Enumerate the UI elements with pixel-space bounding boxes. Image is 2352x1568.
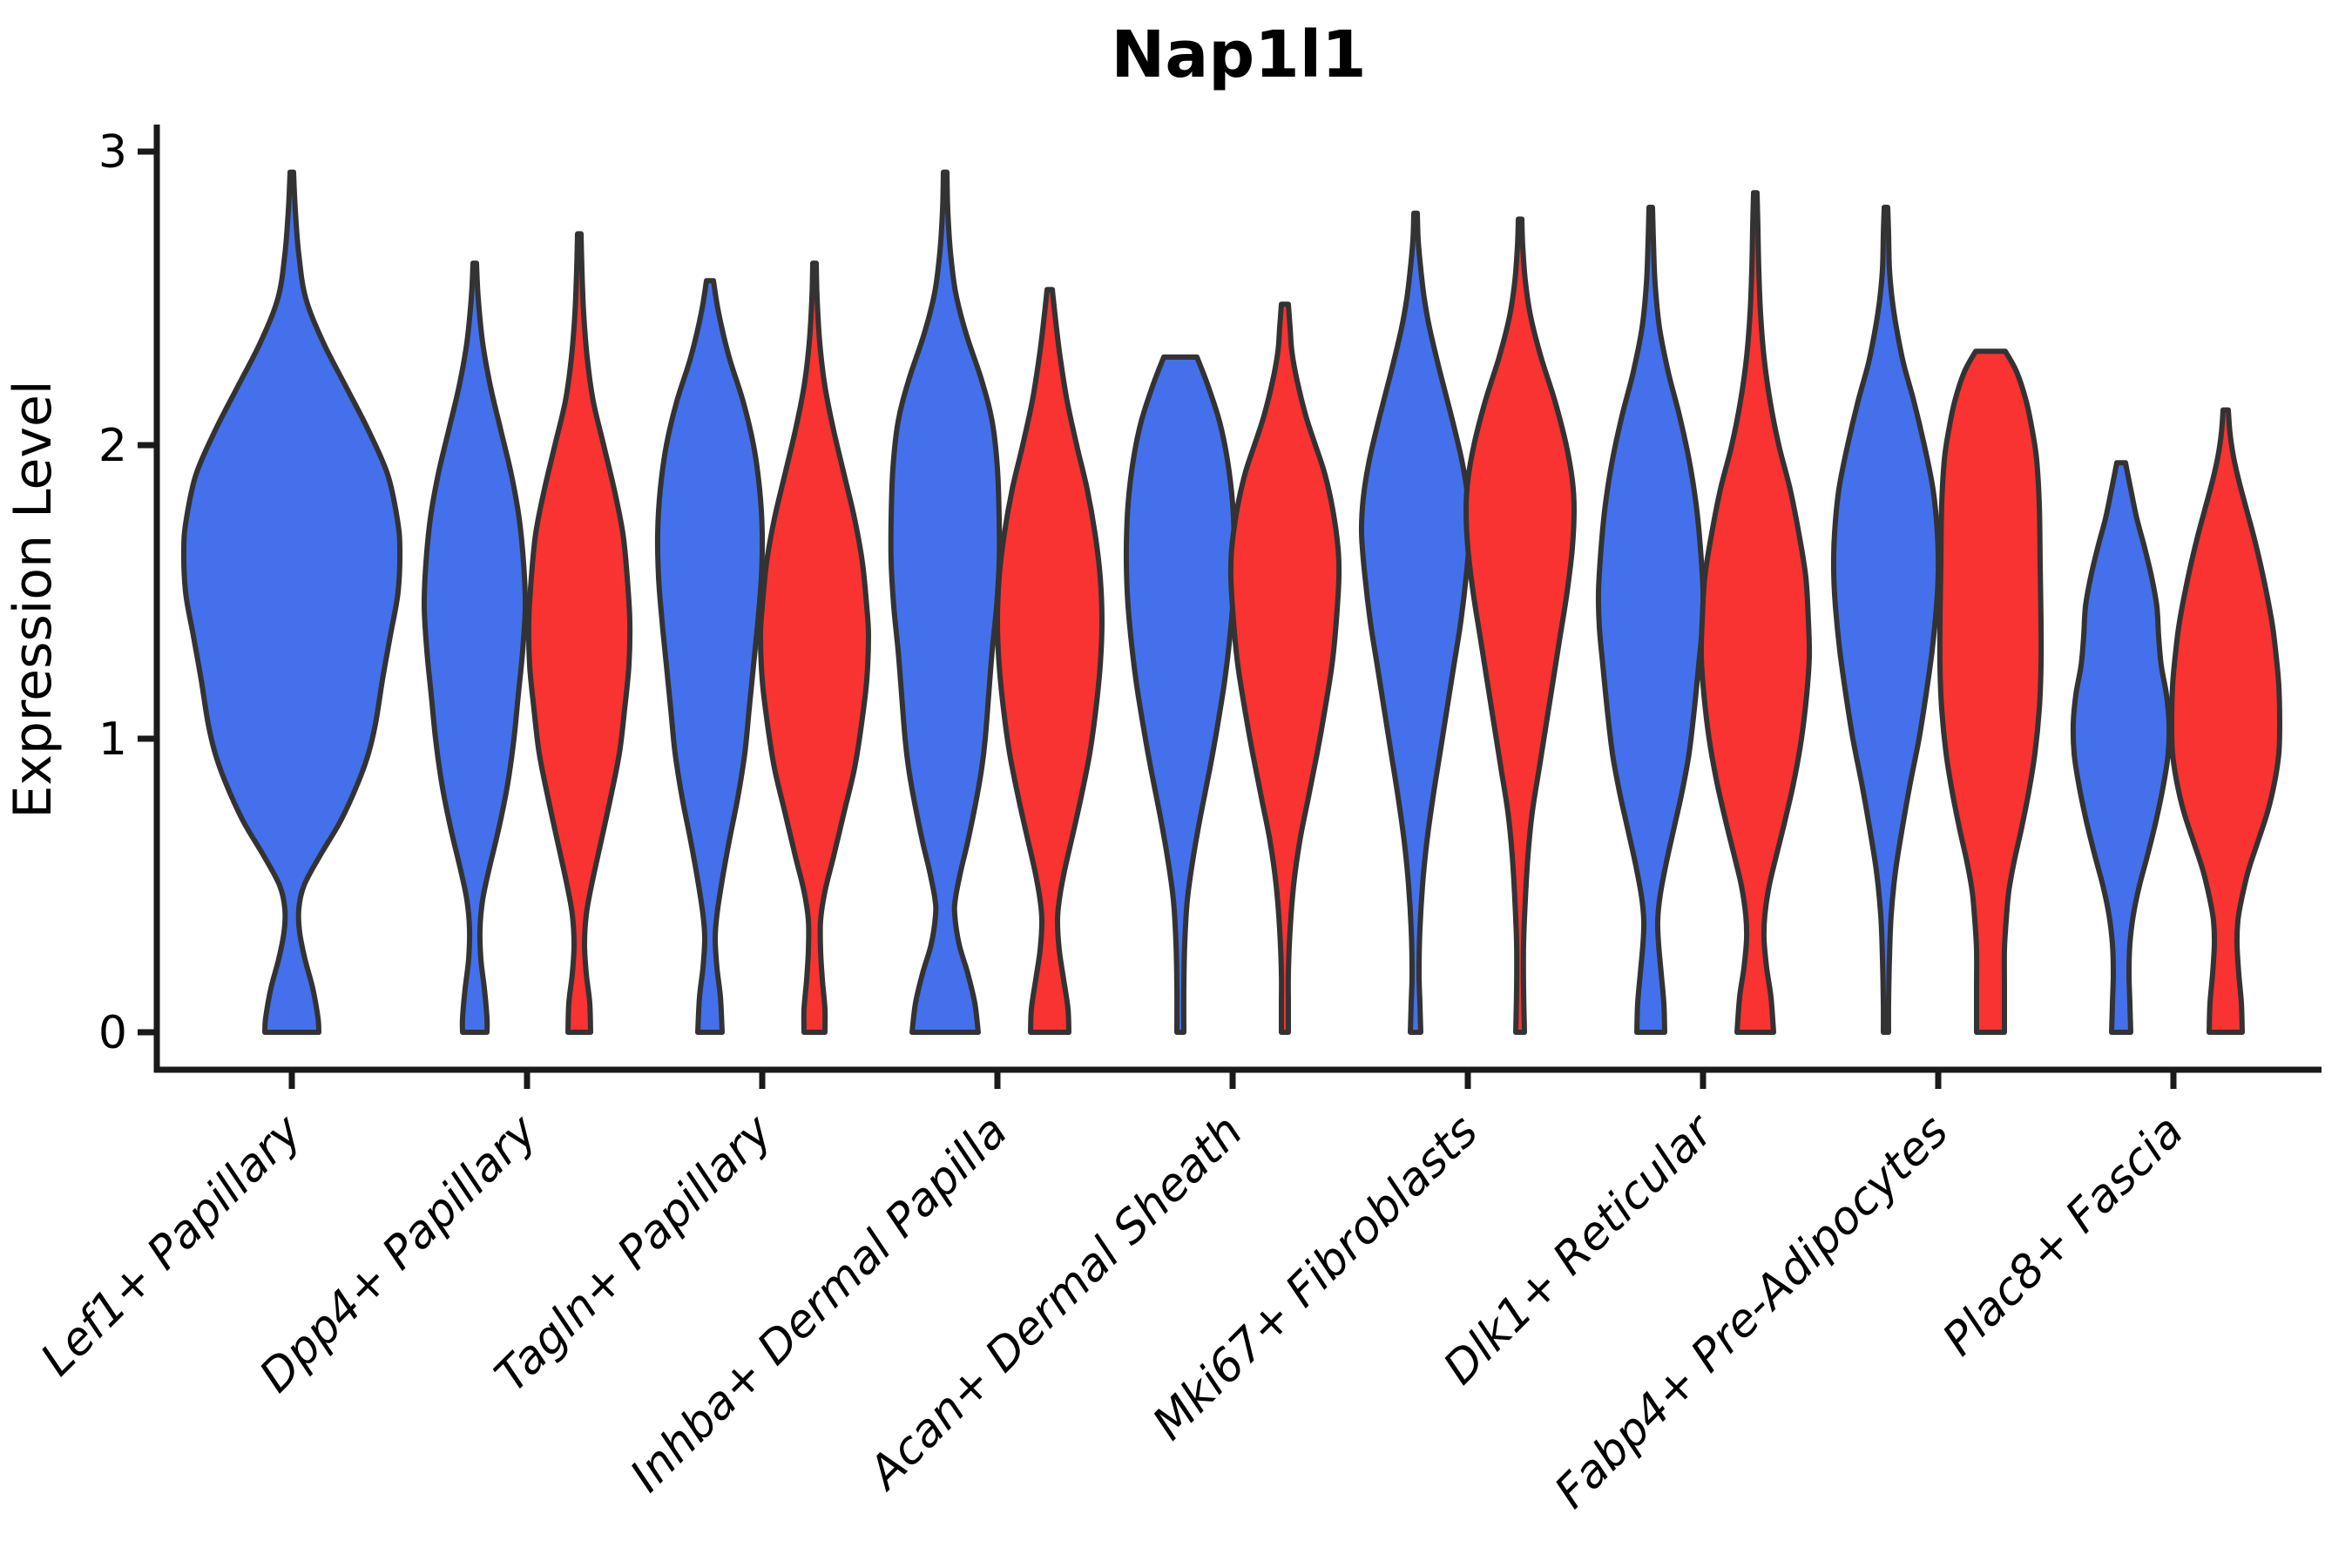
chart-title: Nap1l1 — [1111, 17, 1366, 92]
violin-red-dlk1-reticular — [1698, 190, 1813, 1035]
violin-red-dpp4-papillary — [525, 231, 633, 1035]
violin-blue-inhba-dermal-papilla — [888, 169, 1003, 1035]
y-tick-label-2: 2 — [98, 420, 127, 472]
x-tick-label-fabp4-pre-adipocytes: Fabp4+ Pre-Adipocytes — [1545, 1105, 1959, 1519]
violin-red-plac8-fascia — [2169, 407, 2282, 1035]
violin-blue-lef1-papillary — [180, 169, 403, 1035]
violin-blue-tagln-papillary — [654, 278, 766, 1035]
violin-blue-dlk1-reticular — [1595, 205, 1707, 1035]
x-tick-label-inhba-dermal-papilla: Inhba+ Dermal Papilla — [620, 1105, 1017, 1503]
y-axis-label: Expression Level — [3, 380, 64, 818]
violin-red-acan-dermal-sheath — [1227, 301, 1342, 1035]
violin-red-mki67-fibroblasts — [1463, 216, 1577, 1035]
x-tick-label-plac8-fascia: Plac8+ Fascia — [1933, 1105, 2193, 1366]
violin-blue-dpp4-papillary — [421, 260, 529, 1035]
y-tick-label-1: 1 — [98, 713, 127, 766]
violin-blue-acan-dermal-sheath — [1123, 354, 1238, 1035]
violins-layer — [180, 169, 2282, 1035]
x-tick-label-acan-dermal-sheath: Acan+ Dermal Sheath — [857, 1105, 1253, 1501]
y-tick-label-0: 0 — [98, 1007, 127, 1059]
violin-red-tagln-papillary — [758, 260, 871, 1035]
violin-red-fabp4-pre-adipocytes — [1936, 348, 2044, 1035]
violin-blue-mki67-fibroblasts — [1358, 210, 1473, 1035]
violin-blue-fabp4-pre-adipocytes — [1830, 205, 1942, 1035]
violin-red-inhba-dermal-papilla — [995, 287, 1105, 1035]
violin-blue-plac8-fascia — [2070, 460, 2173, 1035]
y-tick-label-3: 3 — [98, 126, 127, 179]
